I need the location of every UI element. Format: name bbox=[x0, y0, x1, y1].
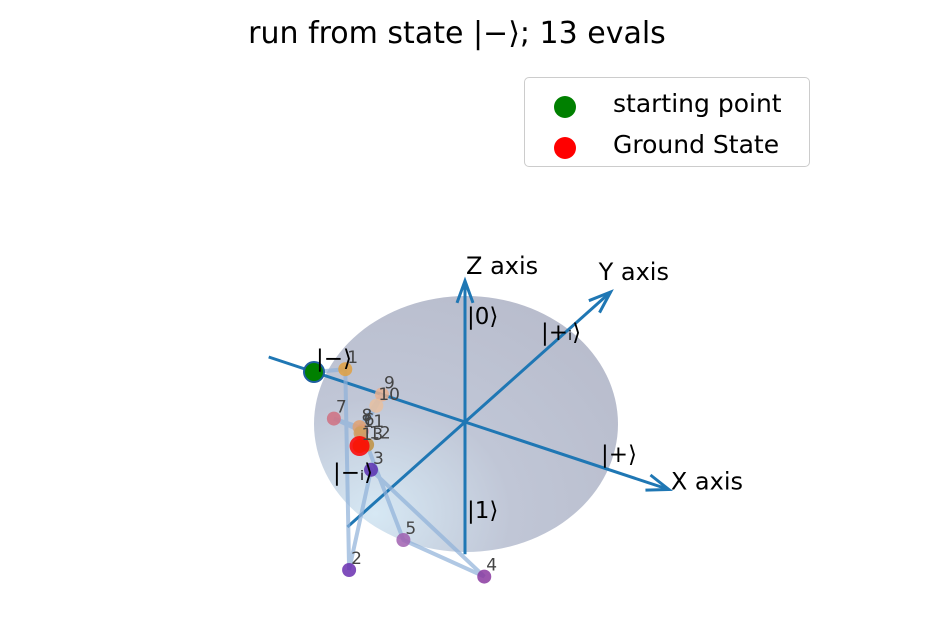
evaluation-label-2: 2 bbox=[351, 549, 362, 569]
evaluation-point-1 bbox=[338, 362, 353, 377]
legend-marker-ground-state bbox=[554, 137, 576, 159]
state-label-one: |1⟩ bbox=[467, 498, 498, 524]
evaluation-label-4: 4 bbox=[486, 556, 497, 576]
evaluation-label-6: 6 bbox=[364, 410, 375, 430]
evaluation-point-9 bbox=[374, 387, 389, 402]
state-label-minus: |−⟩ bbox=[316, 346, 352, 372]
evaluation-label-3: 3 bbox=[373, 449, 384, 469]
evaluation-label-13: 13 bbox=[362, 425, 384, 445]
evaluation-label-11: 11 bbox=[363, 412, 385, 432]
y-axis-label: Y axis bbox=[598, 258, 669, 286]
evaluation-label-12: 12 bbox=[369, 424, 391, 444]
legend-item-starting-point: starting point bbox=[525, 82, 809, 122]
evaluation-label-1: 1 bbox=[347, 348, 358, 368]
evaluation-label-10: 10 bbox=[378, 385, 400, 405]
evaluation-point-7 bbox=[326, 411, 341, 426]
evaluation-point-5 bbox=[396, 533, 411, 547]
evaluation-point-10 bbox=[369, 398, 384, 413]
evaluation-label-8: 8 bbox=[362, 406, 373, 426]
ground-state-point bbox=[349, 436, 370, 456]
legend-label-ground-state: Ground State bbox=[613, 130, 780, 159]
state-label-plus: |+⟩ bbox=[601, 442, 637, 468]
evaluation-point-2 bbox=[342, 563, 357, 577]
x-axis-arrow bbox=[645, 473, 674, 492]
evaluation-label-5: 5 bbox=[405, 519, 416, 539]
state-label-zero: |0⟩ bbox=[467, 304, 498, 330]
legend-marker-starting-point bbox=[554, 96, 576, 118]
chart-title: run from state |−⟩; 13 evals bbox=[248, 16, 666, 51]
legend-label-starting-point: starting point bbox=[613, 89, 782, 118]
legend: starting point Ground State bbox=[524, 77, 810, 167]
x-axis-label: X axis bbox=[671, 468, 743, 496]
state-label-plus-i: |+ᵢ⟩ bbox=[541, 320, 581, 346]
evaluation-label-7: 7 bbox=[336, 398, 347, 418]
state-label-minus-i: |−ᵢ⟩ bbox=[333, 460, 373, 486]
legend-item-ground-state: Ground State bbox=[525, 123, 809, 163]
starting-point bbox=[303, 361, 325, 383]
evaluation-point-4 bbox=[477, 569, 492, 584]
evaluation-label-9: 9 bbox=[384, 374, 395, 394]
y-axis-arrow bbox=[588, 289, 614, 314]
x-axis-line bbox=[268, 355, 670, 491]
z-axis-arrow bbox=[455, 276, 475, 304]
evaluation-point-3 bbox=[364, 462, 378, 477]
z-axis-label: Z axis bbox=[466, 252, 538, 280]
